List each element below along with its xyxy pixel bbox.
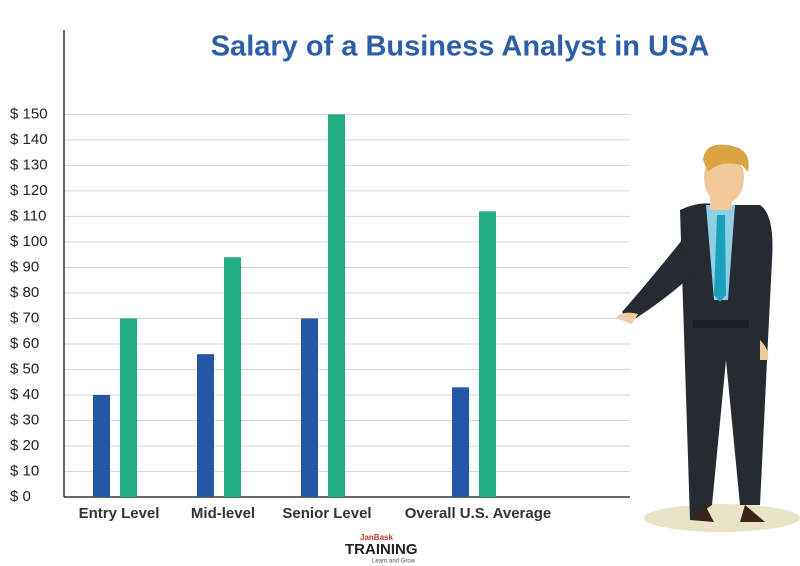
bar (328, 114, 345, 497)
y-tick-label: $ 120 (10, 182, 48, 199)
y-tick-label: $ 150 (10, 105, 48, 122)
y-tick-label: $ 140 (10, 131, 48, 148)
y-tick-label: $ 110 (10, 207, 46, 224)
y-tick-label: $ 40 (10, 386, 39, 403)
y-tick-label: $ 50 (10, 360, 39, 377)
x-tick-label: Senior Level (282, 505, 371, 522)
bar (93, 394, 110, 497)
y-tick-label: $ 0 (10, 488, 31, 505)
x-tick-label: Entry Level (79, 505, 160, 522)
y-tick-label: $ 30 (10, 411, 39, 428)
logo: JanBask TRAINING Learn and Grow (345, 533, 418, 564)
logo-tagline: Learn and Grow (372, 559, 416, 565)
chart-title: Salary of a Business Analyst in USA (211, 31, 710, 63)
bar (224, 257, 241, 497)
bar (452, 387, 469, 497)
y-tick-label: $ 80 (10, 284, 39, 301)
y-tick-label: $ 10 (10, 462, 39, 479)
bar (479, 211, 496, 498)
y-tick-label: $ 90 (10, 258, 39, 275)
logo-brand: TRAINING (345, 541, 418, 558)
x-tick-label: Mid-level (191, 505, 255, 522)
logo-top: JanBask (360, 533, 393, 542)
bar (301, 318, 318, 497)
bar (197, 354, 214, 497)
illustration (616, 144, 800, 532)
y-tick-label: $ 70 (10, 309, 39, 326)
y-tick-label: $ 60 (10, 335, 39, 352)
bar (120, 318, 137, 497)
x-tick-label: Overall U.S. Average (405, 505, 551, 522)
y-tick-label: $ 20 (10, 437, 39, 454)
y-tick-label: $ 130 (10, 156, 48, 173)
y-tick-label: $ 100 (10, 233, 48, 250)
